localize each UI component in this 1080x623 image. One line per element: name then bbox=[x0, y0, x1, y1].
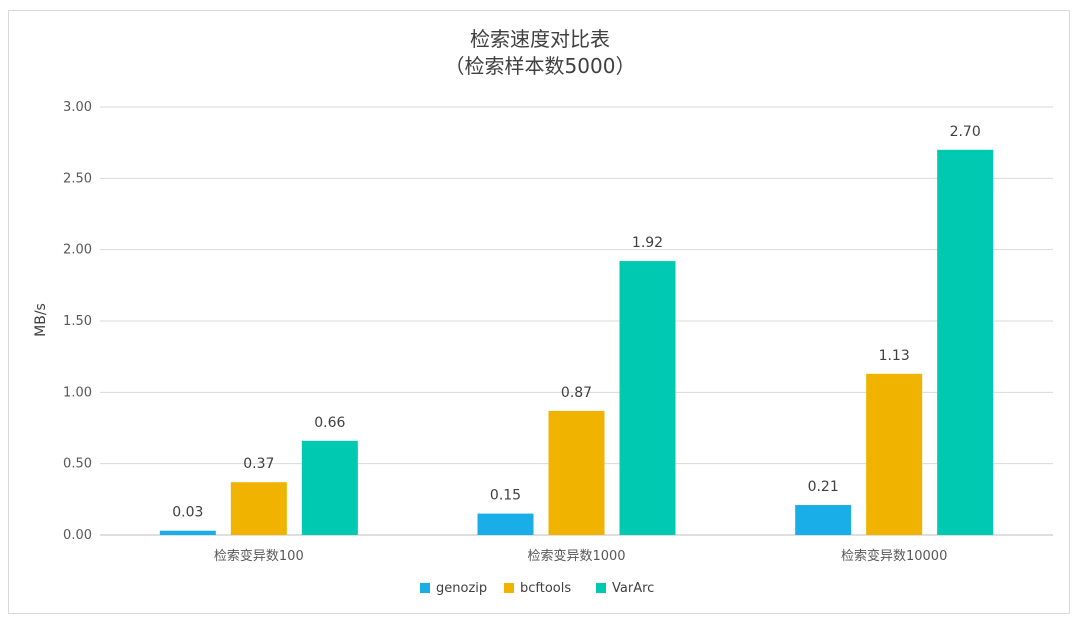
bars bbox=[159, 149, 994, 536]
y-tick-label: 2.50 bbox=[63, 171, 92, 186]
data-label-vararc-2: 1.92 bbox=[632, 235, 663, 251]
y-tick-label: 0.00 bbox=[63, 528, 92, 543]
bar-vararc-1 bbox=[301, 440, 358, 535]
chart-title: 检索速度对比表 bbox=[470, 27, 610, 51]
data-label-genozip-2: 0.15 bbox=[490, 488, 521, 504]
y-tick-label: 0.50 bbox=[63, 457, 92, 472]
legend-swatch-genozip bbox=[420, 583, 430, 593]
bar-genozip-3 bbox=[795, 505, 852, 535]
bar-bcftools-1 bbox=[230, 482, 287, 535]
bar-bcftools-2 bbox=[548, 410, 605, 535]
data-label-genozip-3: 0.21 bbox=[808, 479, 839, 495]
legend-swatch-vararc bbox=[596, 583, 606, 593]
data-label-bcftools-1: 0.37 bbox=[243, 456, 274, 472]
data-label-bcftools-2: 0.87 bbox=[561, 385, 592, 401]
legend-label-genozip: genozip bbox=[436, 581, 487, 596]
legend-label-vararc: VarArc bbox=[612, 581, 654, 596]
y-axis-ticks: 0.00 0.50 1.00 1.50 2.00 2.50 3.00 bbox=[63, 100, 92, 543]
bar-vararc-3 bbox=[937, 149, 994, 536]
data-label-bcftools-3: 1.13 bbox=[879, 348, 910, 364]
bar-genozip-2 bbox=[477, 513, 534, 535]
data-label-vararc-1: 0.66 bbox=[314, 415, 345, 431]
legend-label-bcftools: bcftools bbox=[520, 581, 571, 596]
data-labels: 0.03 0.37 0.66 0.15 0.87 1.92 0.21 1.13 2.70 bbox=[172, 124, 981, 521]
bar-genozip-1 bbox=[159, 530, 216, 535]
bar-bcftools-3 bbox=[866, 373, 923, 535]
data-label-vararc-3: 2.70 bbox=[950, 124, 981, 140]
y-tick-label: 2.00 bbox=[63, 243, 92, 258]
y-tick-label: 1.50 bbox=[63, 314, 92, 329]
y-tick-label: 1.00 bbox=[63, 385, 92, 400]
legend-swatch-bcftools bbox=[504, 583, 514, 593]
y-axis-title: MB/s bbox=[33, 303, 49, 337]
x-category-label: 检索变异数10000 bbox=[841, 548, 947, 564]
bar-vararc-2 bbox=[619, 261, 676, 535]
legend: genozip bcftools VarArc bbox=[420, 581, 654, 596]
x-category-label: 检索变异数1000 bbox=[527, 548, 625, 564]
chart-subtitle: （检索样本数5000） bbox=[445, 54, 636, 78]
x-category-label: 检索变异数100 bbox=[214, 548, 304, 564]
data-label-genozip-1: 0.03 bbox=[172, 505, 203, 521]
x-axis-categories: 检索变异数100 检索变异数1000 检索变异数10000 bbox=[214, 548, 947, 564]
y-tick-label: 3.00 bbox=[63, 100, 92, 115]
